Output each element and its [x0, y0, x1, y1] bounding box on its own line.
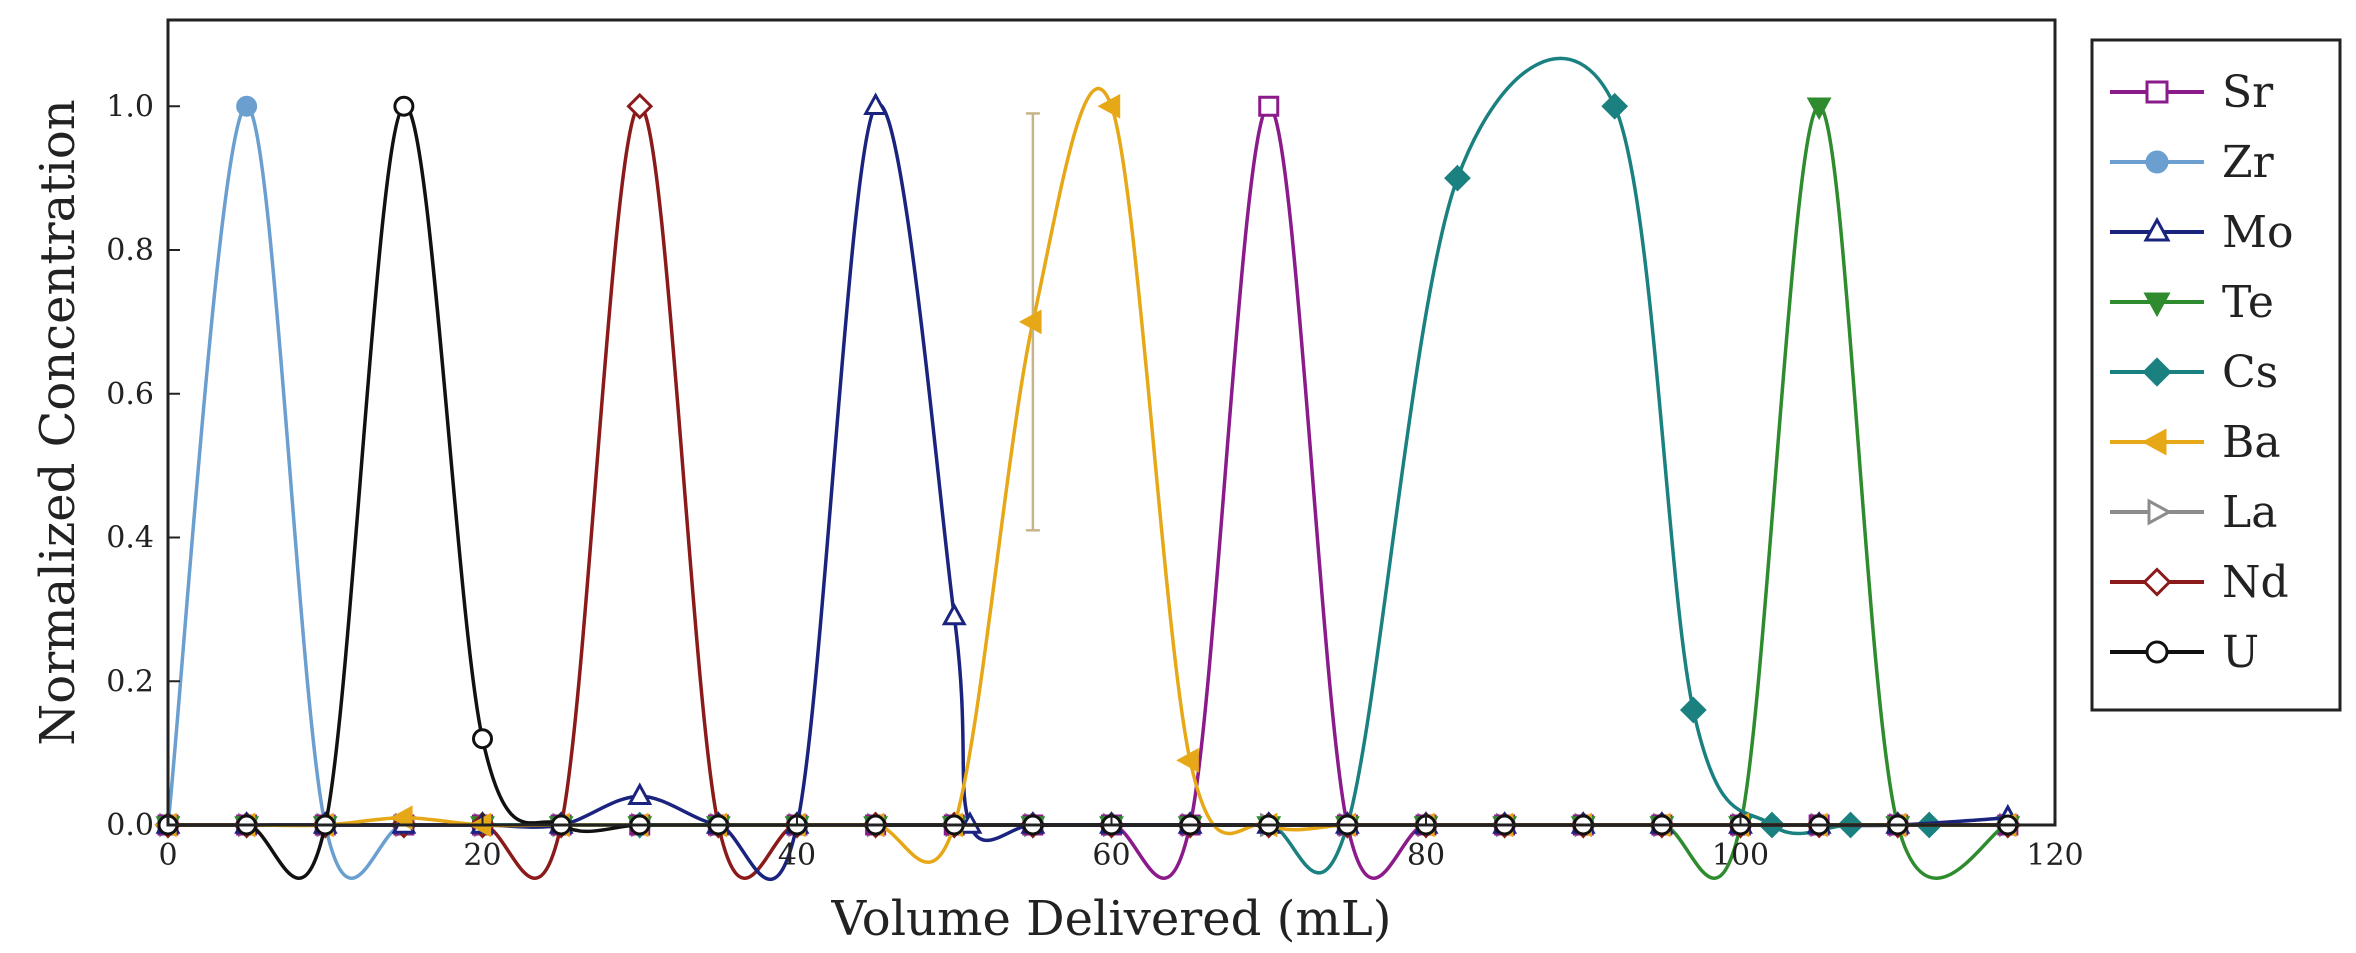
x-tick-label: 20 [463, 838, 501, 873]
data-point-ba-12 [1097, 93, 1121, 119]
x-axis-title: Volume Delivered (mL) [831, 891, 1392, 947]
x-tick-label: 120 [2026, 838, 2083, 873]
data-point-cs-16 [1444, 164, 1471, 192]
legend-label: Sr [2222, 67, 2274, 118]
x-tick-label: 40 [778, 838, 816, 873]
legend-item-u: U [2110, 627, 2259, 678]
legend-marker-u [2145, 640, 2169, 664]
y-tick-label: 1.0 [106, 89, 154, 124]
legend-marker-nd [2142, 567, 2172, 597]
legend-marker-ba [2141, 428, 2167, 456]
data-point-cs-17 [1601, 92, 1629, 120]
data-point-mo-11 [957, 811, 983, 834]
data-point-sr-14 [1258, 95, 1280, 117]
y-tick-label: 0.6 [106, 377, 154, 412]
data-point-zr-1 [236, 95, 258, 117]
legend-marker-cs [2142, 357, 2172, 387]
legend-item-ba: Ba [2110, 417, 2281, 468]
data-point-ba-3 [389, 805, 413, 831]
legend-marker-sr [2145, 80, 2169, 104]
legend-marker-la [2147, 498, 2173, 526]
legend-item-sr: Sr [2110, 67, 2274, 118]
y-tick-label: 0.0 [106, 808, 154, 843]
data-point-cs-18 [1679, 696, 1707, 724]
legend-label: Zr [2222, 137, 2275, 188]
legend-label: U [2222, 627, 2259, 678]
legend-label: Nd [2222, 557, 2289, 608]
legend-label: Mo [2222, 207, 2294, 258]
y-axis-title: Normalized Concentration [30, 99, 86, 745]
legend-item-zr: Zr [2110, 137, 2275, 188]
y-tick-label: 0.4 [106, 521, 154, 556]
x-tick-label: 60 [1092, 838, 1130, 873]
legend-marker-te [2143, 292, 2171, 318]
y-tick-label: 0.8 [106, 233, 154, 268]
legend-item-nd: Nd [2110, 557, 2289, 608]
legend-label: Te [2222, 277, 2274, 328]
legend-label: La [2222, 487, 2277, 538]
data-point-mo-6 [627, 782, 653, 805]
legend-label: Cs [2222, 347, 2278, 398]
data-point-mo-9 [863, 92, 889, 115]
data-point-ba-11 [1018, 309, 1042, 335]
y-tick-label: 0.2 [106, 664, 154, 699]
data-point-u-3 [393, 95, 415, 117]
x-tick-label: 0 [158, 838, 177, 873]
legend-item-cs: Cs [2110, 347, 2278, 398]
legend: Sr Zr Mo Te Cs Ba La Nd U [2090, 38, 2342, 712]
data-point-te-21 [1806, 97, 1832, 121]
data-point-nd-6 [626, 92, 654, 120]
x-tick-label: 80 [1407, 838, 1445, 873]
legend-marker-mo [2143, 216, 2171, 242]
legend-item-la: La [2110, 487, 2277, 538]
legend-box [2090, 38, 2342, 712]
legend-items: Sr Zr Mo Te Cs Ba La Nd U [2110, 67, 2294, 678]
x-tick-label: 100 [1712, 838, 1769, 873]
legend-item-te: Te [2110, 277, 2274, 328]
data-point-mo-10 [941, 602, 967, 626]
data-point-u-4 [472, 728, 493, 750]
legend-label: Ba [2222, 417, 2281, 468]
data-point-ba-13 [1176, 747, 1199, 773]
legend-item-mo: Mo [2110, 207, 2294, 258]
ticks-layer: 0 20 40 60 80 100 120 0.0 0.2 0.4 0.6 0.8 1.0 [106, 89, 2083, 873]
legend-marker-zr [2145, 150, 2169, 174]
